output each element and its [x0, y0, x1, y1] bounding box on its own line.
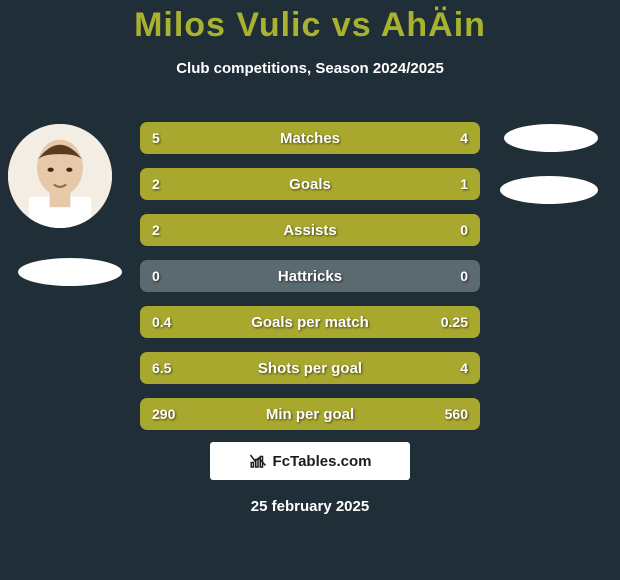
stat-row: 6.5 4 Shots per goal	[140, 352, 480, 384]
player-right-club-pill	[500, 176, 598, 204]
stat-row: 0 0 Hattricks	[140, 260, 480, 292]
bars-icon	[249, 452, 267, 470]
stat-row: 0.4 0.25 Goals per match	[140, 306, 480, 338]
stat-label: Matches	[140, 122, 480, 154]
stat-label: Assists	[140, 214, 480, 246]
stat-label: Min per goal	[140, 398, 480, 430]
stat-row: 2 0 Assists	[140, 214, 480, 246]
stat-row: 290 560 Min per goal	[140, 398, 480, 430]
stat-label: Shots per goal	[140, 352, 480, 384]
stat-label: Goals	[140, 168, 480, 200]
stat-label: Goals per match	[140, 306, 480, 338]
card-date: 25 february 2025	[0, 498, 620, 515]
fctables-logo[interactable]: FcTables.com	[210, 442, 410, 480]
stat-label: Hattricks	[140, 260, 480, 292]
page-subtitle: Club competitions, Season 2024/2025	[0, 60, 620, 77]
stat-bars: 5 4 Matches 2 1 Goals 2 0 Assists 0 0 Ha…	[140, 122, 480, 444]
stat-row: 2 1 Goals	[140, 168, 480, 200]
player-left-club-pill	[18, 258, 122, 286]
avatar-placeholder-icon	[8, 124, 112, 228]
comparison-card: Milos Vulic vs AhÄin Club competitions, …	[0, 0, 620, 580]
stat-row: 5 4 Matches	[140, 122, 480, 154]
player-right-avatar-pill	[504, 124, 598, 152]
fctables-label: FcTables.com	[273, 453, 372, 470]
player-left-avatar	[8, 124, 112, 228]
page-title: Milos Vulic vs AhÄin	[0, 6, 620, 45]
